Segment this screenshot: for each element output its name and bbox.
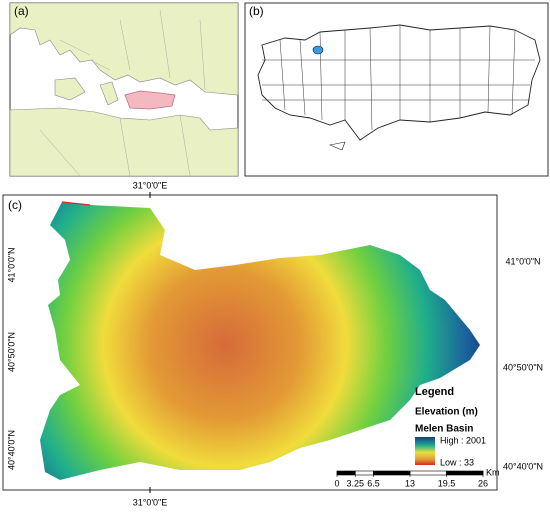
cyprus xyxy=(328,141,346,151)
panel-c: (c) 31°0'0"E 31°0'0"E 41°0'0"N 40°50'0"N… xyxy=(2,180,543,507)
legend-title: Legend xyxy=(415,386,454,398)
province-borders xyxy=(262,25,535,131)
panel-label: (a) xyxy=(14,4,29,18)
europe-asia xyxy=(9,2,239,96)
scale-label: 19.5 xyxy=(438,478,456,488)
legend-subtitle: Elevation (m) xyxy=(415,407,478,418)
panel-label: (c) xyxy=(8,198,22,212)
scale-segment xyxy=(409,470,447,476)
scale-label: 13 xyxy=(405,478,415,488)
balkans xyxy=(99,81,119,106)
scale-segment xyxy=(336,470,356,476)
latitude-label: 41°0'0"N xyxy=(505,256,540,266)
legend-ramp xyxy=(415,437,435,465)
scale-segment xyxy=(373,470,411,476)
panel-b: (b) xyxy=(244,2,549,177)
scale-segment xyxy=(446,470,484,476)
legend-layer: Melen Basin xyxy=(415,424,473,435)
borders xyxy=(39,9,206,177)
elevation-raster xyxy=(40,202,480,480)
turkey xyxy=(124,90,176,110)
latitude-label: 40°50'0"N xyxy=(6,332,16,372)
scale-label: 26 xyxy=(478,478,488,488)
melen-basin-location xyxy=(312,45,324,55)
longitude-label: 31°0'0"E xyxy=(133,497,168,507)
latitude-label: 40°40'0"N xyxy=(6,430,16,470)
panel-a: (a) xyxy=(9,2,239,177)
scale-label: 3.25 xyxy=(346,478,364,488)
iberia xyxy=(54,77,86,101)
basin-edge xyxy=(61,201,91,206)
legend-low: Low : 33 xyxy=(440,457,474,467)
latitude-label: 41°0'0"N xyxy=(6,247,16,282)
scale-segment xyxy=(354,470,374,476)
longitude-label: 31°0'0"E xyxy=(133,180,168,190)
scale-label: 0 xyxy=(334,478,339,488)
latitude-label: 40°50'0"N xyxy=(503,362,543,372)
legend-high: High : 2001 xyxy=(440,435,486,445)
scale-label: 6.5 xyxy=(367,478,380,488)
latitude-label: 40°40'0"N xyxy=(503,461,543,471)
panel-label: (b) xyxy=(249,4,264,18)
scale-unit: Km xyxy=(486,467,500,477)
